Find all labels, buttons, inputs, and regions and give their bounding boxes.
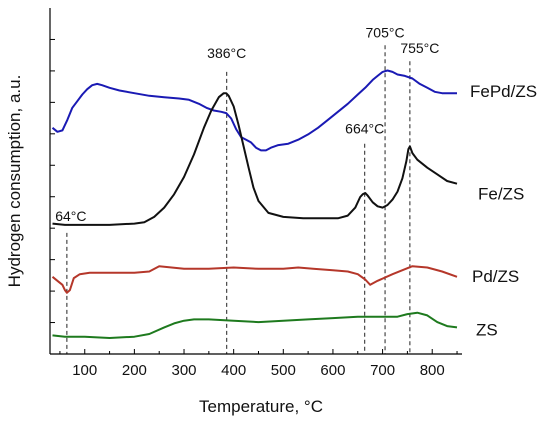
- peak-label: 755°C: [400, 40, 439, 56]
- x-tick-label: 700: [370, 362, 395, 379]
- series-label: Pd/ZS: [472, 267, 519, 286]
- x-tick-label: 800: [420, 362, 445, 379]
- series-label: FePd/ZS: [470, 82, 537, 101]
- axes: 100 200 300 400 500 600 700 800: [49, 8, 462, 379]
- peak-label: 64°C: [55, 208, 86, 224]
- series-line-fepd-zs: [51, 69, 457, 152]
- x-tick-label: 300: [172, 362, 197, 379]
- series-line-fe-zs: [52, 92, 458, 226]
- x-tick-label: 600: [320, 362, 345, 379]
- x-tick-label: 200: [122, 362, 147, 379]
- x-tick-label: 100: [72, 362, 97, 379]
- peak-label: 386°C: [207, 45, 246, 61]
- x-tick-label: 500: [271, 362, 296, 379]
- series-line-pd-zs: [51, 265, 458, 294]
- peak-label: 664°C: [345, 121, 384, 137]
- x-axis-title: Temperature, °C: [199, 397, 323, 416]
- y-axis-title: Hydrogen consumption, a.u.: [5, 75, 24, 288]
- x-tick-label: 400: [221, 362, 246, 379]
- series-label: Fe/ZS: [478, 185, 524, 204]
- series-lines: FePd/ZS Fe/ZS Pd/ZS ZS: [51, 69, 537, 339]
- peak-label: 705°C: [366, 24, 405, 40]
- series-line-zs: [52, 311, 458, 339]
- series-label: ZS: [476, 320, 498, 339]
